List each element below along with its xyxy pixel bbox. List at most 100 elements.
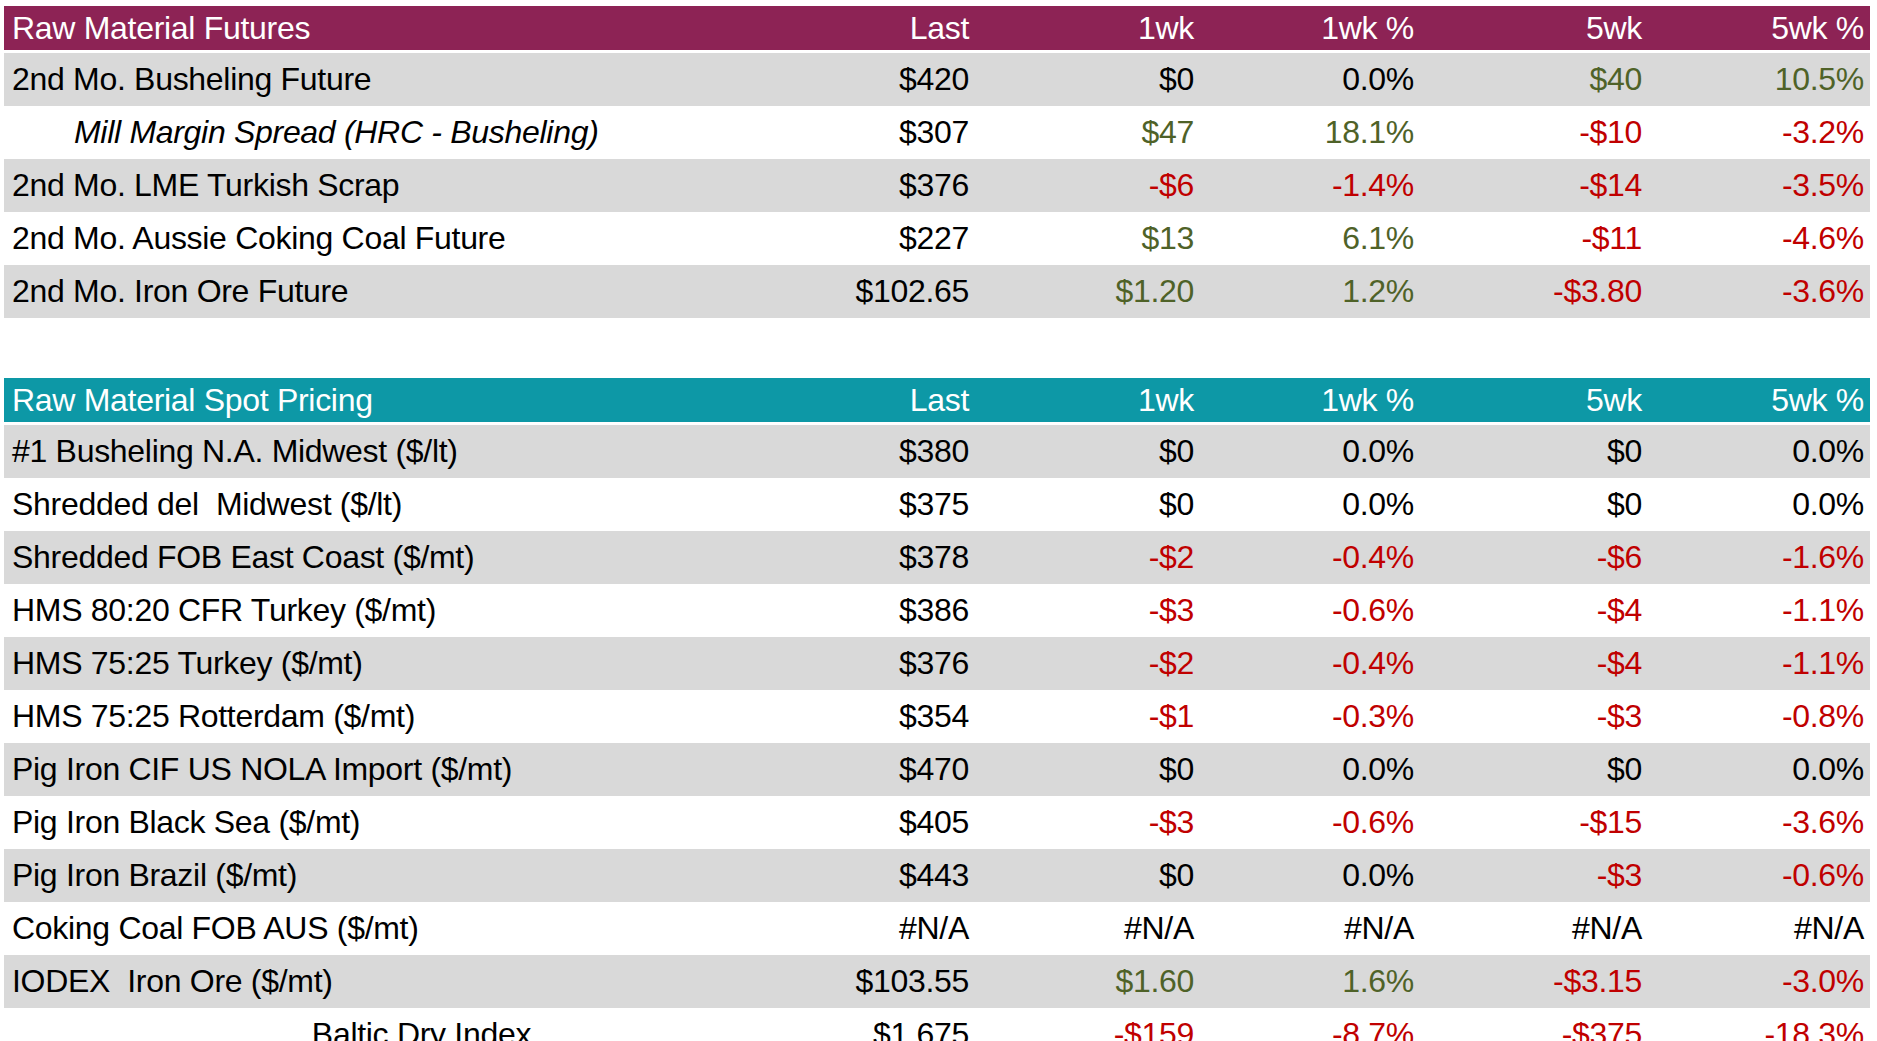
- cell-1wk: -$2: [975, 531, 1200, 584]
- cell-1wk-pct: 6.1%: [1200, 212, 1420, 265]
- cell-1wk: -$6: [975, 159, 1200, 212]
- spot-header-row: Raw Material Spot Pricing Last 1wk 1wk %…: [4, 378, 1870, 424]
- cell-1wk: $0: [975, 478, 1200, 531]
- cell-1wk-pct: 0.0%: [1200, 424, 1420, 479]
- cell-last: #N/A: [840, 902, 975, 955]
- cell-1wk-pct: -0.4%: [1200, 637, 1420, 690]
- cell-1wk-pct: -0.4%: [1200, 531, 1420, 584]
- cell-last: $378: [840, 531, 975, 584]
- cell-1wk: -$1: [975, 690, 1200, 743]
- col-header-5wk: 5wk: [1420, 6, 1648, 52]
- cell-1wk: $0: [975, 743, 1200, 796]
- cell-1wk: $0: [975, 52, 1200, 107]
- cell-last: $1,675: [840, 1008, 975, 1041]
- cell-1wk: $0: [975, 424, 1200, 479]
- cell-1wk-pct: 0.0%: [1200, 478, 1420, 531]
- cell-5wk-pct: -0.6%: [1648, 849, 1870, 902]
- cell-1wk: -$2: [975, 637, 1200, 690]
- cell-5wk-pct: 0.0%: [1648, 743, 1870, 796]
- cell-5wk: #N/A: [1420, 902, 1648, 955]
- cell-last: $307: [840, 106, 975, 159]
- table-row: IODEX Iron Ore ($/mt) $103.55 $1.60 1.6%…: [4, 955, 1870, 1008]
- row-label: Pig Iron Black Sea ($/mt): [4, 796, 840, 849]
- raw-material-spot-pricing-table: Raw Material Spot Pricing Last 1wk 1wk %…: [4, 378, 1870, 1041]
- table-row: Pig Iron Black Sea ($/mt) $405 -$3 -0.6%…: [4, 796, 1870, 849]
- futures-table-title: Raw Material Futures: [4, 6, 840, 52]
- row-label: 2nd Mo. Aussie Coking Coal Future: [4, 212, 840, 265]
- cell-5wk: -$3.15: [1420, 955, 1648, 1008]
- row-label: 2nd Mo. Busheling Future: [4, 52, 840, 107]
- cell-5wk-pct: #N/A: [1648, 902, 1870, 955]
- table-row: 2nd Mo. Aussie Coking Coal Future $227 $…: [4, 212, 1870, 265]
- cell-5wk: -$15: [1420, 796, 1648, 849]
- cell-5wk-pct: -3.6%: [1648, 796, 1870, 849]
- cell-last: $102.65: [840, 265, 975, 318]
- row-label: Baltic Dry Index: [4, 1008, 840, 1041]
- row-label: Coking Coal FOB AUS ($/mt): [4, 902, 840, 955]
- raw-material-futures-table: Raw Material Futures Last 1wk 1wk % 5wk …: [4, 6, 1870, 318]
- cell-5wk-pct: -3.2%: [1648, 106, 1870, 159]
- cell-5wk-pct: -3.6%: [1648, 265, 1870, 318]
- table-row: Mill Margin Spread (HRC - Busheling) $30…: [4, 106, 1870, 159]
- cell-1wk: $0: [975, 849, 1200, 902]
- table-row: 2nd Mo. LME Turkish Scrap $376 -$6 -1.4%…: [4, 159, 1870, 212]
- cell-last: $376: [840, 159, 975, 212]
- row-label: Shredded FOB East Coast ($/mt): [4, 531, 840, 584]
- table-row: 2nd Mo. Iron Ore Future $102.65 $1.20 1.…: [4, 265, 1870, 318]
- spot-table-title: Raw Material Spot Pricing: [4, 378, 840, 424]
- cell-5wk-pct: -3.0%: [1648, 955, 1870, 1008]
- cell-1wk-pct: -0.3%: [1200, 690, 1420, 743]
- table-row: Shredded del Midwest ($/lt) $375 $0 0.0%…: [4, 478, 1870, 531]
- cell-last: $103.55: [840, 955, 975, 1008]
- row-label: HMS 75:25 Turkey ($/mt): [4, 637, 840, 690]
- cell-5wk: -$11: [1420, 212, 1648, 265]
- cell-1wk-pct: -1.4%: [1200, 159, 1420, 212]
- col-header-last: Last: [840, 378, 975, 424]
- row-label: #1 Busheling N.A. Midwest ($/lt): [4, 424, 840, 479]
- cell-5wk: -$4: [1420, 584, 1648, 637]
- col-header-1wk: 1wk: [975, 6, 1200, 52]
- cell-last: $375: [840, 478, 975, 531]
- table-row: HMS 80:20 CFR Turkey ($/mt) $386 -$3 -0.…: [4, 584, 1870, 637]
- cell-1wk-pct: 1.6%: [1200, 955, 1420, 1008]
- cell-1wk-pct: 0.0%: [1200, 743, 1420, 796]
- cell-5wk-pct: 0.0%: [1648, 424, 1870, 479]
- row-label: Pig Iron CIF US NOLA Import ($/mt): [4, 743, 840, 796]
- cell-1wk-pct: 18.1%: [1200, 106, 1420, 159]
- cell-1wk: $1.20: [975, 265, 1200, 318]
- cell-last: $443: [840, 849, 975, 902]
- cell-5wk: -$375: [1420, 1008, 1648, 1041]
- cell-last: $380: [840, 424, 975, 479]
- futures-header-row: Raw Material Futures Last 1wk 1wk % 5wk …: [4, 6, 1870, 52]
- cell-1wk-pct: -8.7%: [1200, 1008, 1420, 1041]
- cell-1wk-pct: -0.6%: [1200, 584, 1420, 637]
- cell-1wk: -$3: [975, 584, 1200, 637]
- cell-5wk-pct: -18.3%: [1648, 1008, 1870, 1041]
- cell-5wk-pct: -0.8%: [1648, 690, 1870, 743]
- cell-5wk: -$6: [1420, 531, 1648, 584]
- cell-1wk: $13: [975, 212, 1200, 265]
- cell-1wk-pct: 1.2%: [1200, 265, 1420, 318]
- table-row: Baltic Dry Index $1,675 -$159 -8.7% -$37…: [4, 1008, 1870, 1041]
- cell-1wk: -$159: [975, 1008, 1200, 1041]
- col-header-1wk: 1wk: [975, 378, 1200, 424]
- cell-last: $420: [840, 52, 975, 107]
- row-label: 2nd Mo. Iron Ore Future: [4, 265, 840, 318]
- table-row: HMS 75:25 Turkey ($/mt) $376 -$2 -0.4% -…: [4, 637, 1870, 690]
- row-label: HMS 80:20 CFR Turkey ($/mt): [4, 584, 840, 637]
- cell-5wk: -$14: [1420, 159, 1648, 212]
- table-row: HMS 75:25 Rotterdam ($/mt) $354 -$1 -0.3…: [4, 690, 1870, 743]
- cell-5wk: $0: [1420, 424, 1648, 479]
- cell-1wk-pct: -0.6%: [1200, 796, 1420, 849]
- row-label: Shredded del Midwest ($/lt): [4, 478, 840, 531]
- row-label: Mill Margin Spread (HRC - Busheling): [4, 106, 840, 159]
- cell-5wk-pct: -3.5%: [1648, 159, 1870, 212]
- cell-5wk-pct: -1.6%: [1648, 531, 1870, 584]
- cell-5wk: $0: [1420, 743, 1648, 796]
- cell-last: $386: [840, 584, 975, 637]
- cell-5wk: $0: [1420, 478, 1648, 531]
- row-label: Pig Iron Brazil ($/mt): [4, 849, 840, 902]
- col-header-last: Last: [840, 6, 975, 52]
- cell-last: $354: [840, 690, 975, 743]
- cell-5wk: -$10: [1420, 106, 1648, 159]
